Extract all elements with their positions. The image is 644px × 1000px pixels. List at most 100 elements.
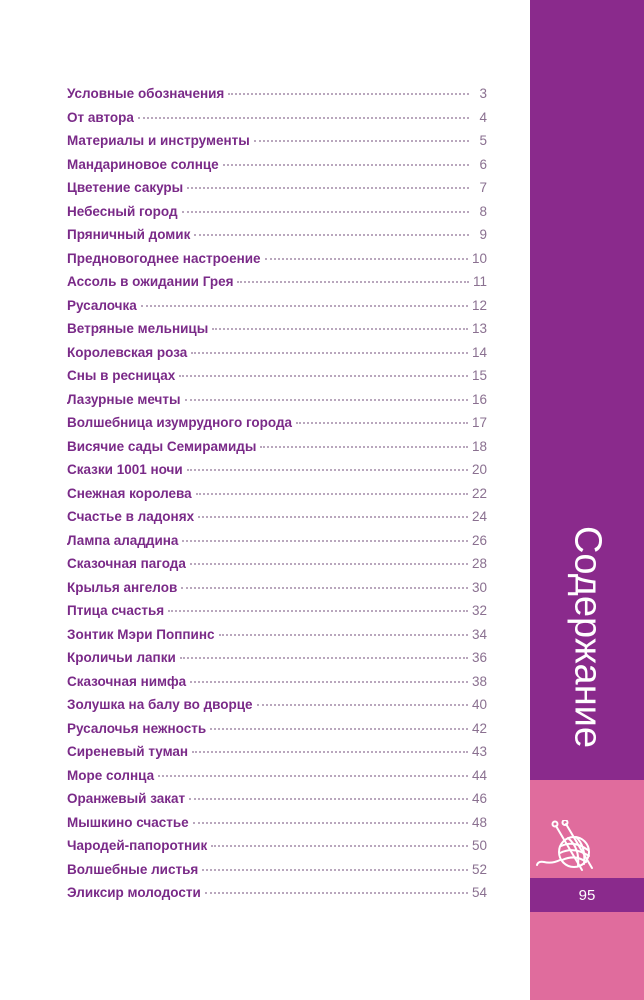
toc-entry[interactable]: Цветение сакуры 7	[67, 180, 487, 204]
dot-leader	[137, 116, 469, 119]
dot-leader	[181, 210, 469, 213]
toc-entry[interactable]: Сиреневый туман 43	[67, 744, 487, 768]
toc-entry[interactable]: Ассоль в ожидании Грея 11	[67, 274, 487, 298]
dot-leader	[228, 93, 469, 95]
toc-entry[interactable]: Лазурные мечты 16	[67, 392, 487, 416]
dot-leader	[202, 868, 468, 871]
dot-leader	[182, 539, 468, 542]
toc-entry[interactable]: Снежная королева 22	[67, 486, 487, 510]
toc-entry-title: Мандариновое солнце	[67, 156, 219, 172]
toc-entry[interactable]: Материалы и инструменты 5	[67, 133, 487, 157]
toc-entry-page: 4	[479, 109, 487, 125]
toc-entry-title: Лазурные мечты	[67, 391, 181, 407]
toc-entry[interactable]: Волшебница изумрудного города 17	[67, 415, 487, 439]
toc-entry-title: Оранжевый закат	[67, 791, 186, 806]
toc-entry[interactable]: Русалочка 12	[67, 298, 487, 322]
toc-entry-page: 26	[471, 532, 487, 548]
toc-entry-title: Ассоль в ожидании Грея	[67, 274, 234, 289]
toc-entry[interactable]: Золушка на балу во дворце 40	[67, 697, 487, 721]
dot-leader	[260, 445, 468, 448]
toc-entry[interactable]: Висячие сады Семирамиды 18	[67, 439, 487, 463]
toc-entry[interactable]: Русалочья нежность 42	[67, 721, 487, 745]
toc-entry-title: Кроличьи лапки	[67, 650, 176, 665]
toc-entry-title: Счастье в ладонях	[67, 509, 195, 524]
toc-entry[interactable]: От автора 4	[67, 110, 487, 134]
toc-entry-title: Сказки 1001 ночи	[67, 462, 183, 477]
toc-entry[interactable]: Море солнца 44	[67, 768, 487, 792]
toc-entry-title: Море солнца	[67, 767, 155, 783]
toc-entry-title: Цветение сакуры	[67, 180, 184, 195]
dot-leader	[190, 680, 468, 683]
dot-leader	[191, 351, 468, 354]
toc-entry[interactable]: Мышкино счастье 48	[67, 815, 487, 839]
toc-entry[interactable]: Сны в ресницах 15	[67, 368, 487, 392]
toc-entry-title: Снежная королева	[67, 485, 192, 501]
toc-entry-title: Зонтик Мэри Поппинс	[67, 626, 215, 642]
toc-entry[interactable]: Королевская роза 14	[67, 345, 487, 369]
toc-entry-page: 7	[479, 180, 487, 195]
toc-entry-page: 46	[471, 791, 487, 806]
toc-entry-page: 40	[471, 697, 487, 712]
toc-entry[interactable]: Кроличьи лапки 36	[67, 650, 487, 674]
sidebar-pink-band	[530, 780, 644, 878]
toc-entry-page: 18	[471, 438, 487, 454]
dot-leader	[184, 398, 468, 401]
toc-entry[interactable]: Пряничный домик 9	[67, 227, 487, 251]
toc-entry-page: 15	[471, 368, 487, 383]
toc-entry[interactable]: Волшебные листья 52	[67, 862, 487, 886]
toc-entry[interactable]: Оранжевый закат 46	[67, 791, 487, 815]
dot-leader	[187, 187, 469, 189]
toc-entry-page: 30	[471, 579, 487, 595]
dot-leader	[192, 751, 468, 753]
toc-entry[interactable]: Предновогоднее настроение 10	[67, 251, 487, 275]
toc-entry-page: 11	[472, 274, 487, 289]
toc-entry-title: Волшебница изумрудного города	[67, 415, 293, 430]
dot-leader	[181, 586, 468, 589]
dot-leader	[264, 257, 468, 260]
toc-entry-page: 9	[479, 227, 487, 242]
dot-leader	[140, 304, 468, 307]
toc-entry-page: 42	[471, 720, 487, 736]
toc-entry-page: 16	[471, 391, 487, 407]
toc-entry[interactable]: Счастье в ладонях 24	[67, 509, 487, 533]
toc-entry-title: Королевская роза	[67, 344, 188, 360]
toc-entry[interactable]: Сказки 1001 ночи 20	[67, 462, 487, 486]
toc-entry-title: Сны в ресницах	[67, 368, 176, 383]
toc-entry[interactable]: Чародей-папоротник 50	[67, 838, 487, 862]
toc-entry[interactable]: Условные обозначения 3	[67, 86, 487, 110]
toc-entry-page: 14	[471, 344, 487, 360]
toc-entry[interactable]: Зонтик Мэри Поппинс 34	[67, 627, 487, 651]
toc-entry-page: 10	[471, 250, 487, 266]
toc-entry[interactable]: Сказочная пагода 28	[67, 556, 487, 580]
dot-leader	[218, 633, 468, 636]
toc-entry-page: 5	[479, 133, 487, 148]
yarn-ball-icon	[536, 820, 593, 871]
dot-leader	[189, 798, 468, 800]
dot-leader	[256, 704, 468, 706]
toc-entry[interactable]: Лампа аладдина 26	[67, 533, 487, 557]
toc-entry-title: Материалы и инструменты	[67, 133, 250, 148]
table-of-contents: Условные обозначения 3 От автора 4 Материалы…	[67, 86, 487, 909]
dot-leader	[168, 610, 468, 612]
toc-entry[interactable]: Сказочная нимфа 38	[67, 674, 487, 698]
toc-entry-title: Лампа аладдина	[67, 532, 179, 548]
toc-entry-page: 3	[479, 86, 487, 101]
dot-leader	[237, 281, 469, 283]
dot-leader	[179, 657, 468, 659]
toc-entry-title: Сказочная пагода	[67, 556, 186, 571]
toc-entry-title: Русалочья нежность	[67, 720, 207, 736]
toc-entry-page: 34	[471, 626, 487, 642]
toc-entry[interactable]: Крылья ангелов 30	[67, 580, 487, 604]
toc-entry[interactable]: Птица счастья 32	[67, 603, 487, 627]
toc-entry[interactable]: Мандариновое солнце 6	[67, 157, 487, 181]
toc-entry-page: 32	[471, 603, 487, 618]
toc-entry-title: Золушка на балу во дворце	[67, 697, 253, 712]
toc-entry[interactable]: Небесный город 8	[67, 204, 487, 228]
toc-entry-title: Мышкино счастье	[67, 814, 189, 830]
toc-entry-page: 12	[471, 297, 487, 313]
dot-leader	[210, 727, 468, 730]
toc-entry[interactable]: Эликсир молодости 54	[67, 885, 487, 909]
toc-entry-page: 48	[471, 814, 487, 830]
toc-entry-page: 28	[471, 556, 487, 571]
toc-entry[interactable]: Ветряные мельницы 13	[67, 321, 487, 345]
